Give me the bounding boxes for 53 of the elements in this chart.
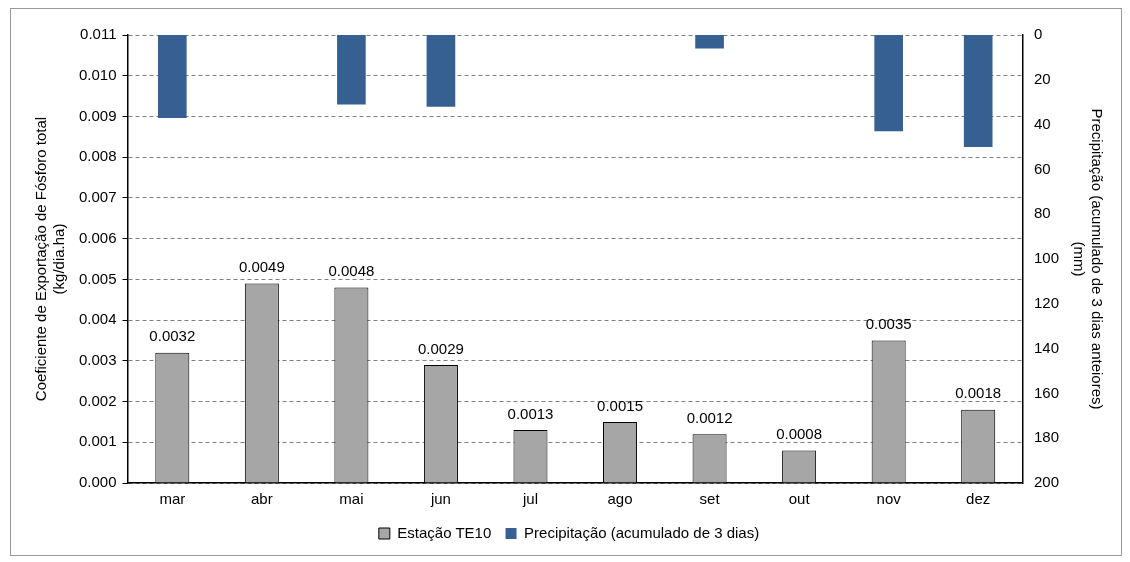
- y-axis-title: Coeficiente de Exportação de Fósforo total (kg/dia.ha): [32, 116, 68, 402]
- y2-tick-label: 140: [1033, 338, 1059, 356]
- bar: [157, 35, 187, 118]
- data-label: 0.0013: [507, 404, 554, 422]
- data-label: 0.0015: [597, 396, 643, 414]
- x-tick-label: jul: [521, 490, 538, 508]
- y-tick-label: 0.007: [78, 188, 117, 206]
- data-label: 0.0018: [955, 384, 1002, 402]
- y-tick-label: 0.004: [78, 310, 117, 328]
- y2-tick-label: 80: [1033, 204, 1051, 222]
- x-tick-label: abr: [251, 490, 273, 508]
- bar: [874, 35, 903, 132]
- y2-tick-label: 0: [1033, 25, 1043, 43]
- y-tick-label: 0.011: [80, 25, 117, 43]
- bar: [337, 35, 366, 105]
- data-label: 0.0029: [417, 339, 464, 357]
- y2-tick-label: 100: [1033, 249, 1059, 267]
- y2-axis-title: Precipitação (acumulado de 3 dias anteiores) (mm): [1070, 108, 1106, 410]
- x-tick-label: nov: [876, 490, 902, 508]
- y-tick-label: 0.009: [78, 106, 117, 124]
- data-label: 0.0008: [776, 425, 823, 443]
- x-tick-label: out: [788, 490, 811, 508]
- legend-label: Precipitação (acumulado de 3 dias): [524, 523, 760, 541]
- x-tick-label: ago: [607, 490, 633, 508]
- y-tick-label: 0.001: [78, 432, 117, 450]
- x-tick-label: mai: [339, 490, 364, 508]
- y-tick-label: 0.002: [78, 391, 117, 409]
- x-tick-label: mar: [159, 490, 186, 508]
- y-tick-label: 0.005: [78, 269, 117, 287]
- y2-tick-label: 60: [1033, 159, 1051, 177]
- data-label: 0.0032: [149, 327, 196, 345]
- data-label: 0.0012: [686, 408, 733, 426]
- y2-tick-label: 180: [1033, 428, 1059, 446]
- y2-tick-label: 160: [1033, 383, 1059, 401]
- y2-tick-label: 20: [1033, 69, 1051, 87]
- bar: [426, 35, 456, 107]
- x-tick-label: dez: [966, 490, 991, 508]
- y-tick-label: 0.008: [78, 147, 117, 165]
- data-label: 0.0049: [238, 258, 285, 276]
- x-tick-label: set: [699, 490, 721, 508]
- y2-tick-label: 200: [1033, 473, 1059, 491]
- legend-label: Estação TE10: [397, 523, 492, 541]
- bar: [963, 35, 993, 147]
- y-tick-label: 0.010: [78, 65, 117, 83]
- y2-tick-label: 40: [1033, 114, 1051, 132]
- x-tick-label: jun: [429, 490, 451, 508]
- y-tick-label: 0.000: [78, 473, 117, 491]
- bar: [695, 35, 724, 49]
- y2-tick-label: 120: [1033, 293, 1059, 311]
- y-tick-label: 0.003: [78, 350, 117, 368]
- data-label: 0.0048: [328, 262, 375, 280]
- y-tick-label: 0.006: [78, 228, 117, 246]
- data-label: 0.0035: [865, 315, 912, 333]
